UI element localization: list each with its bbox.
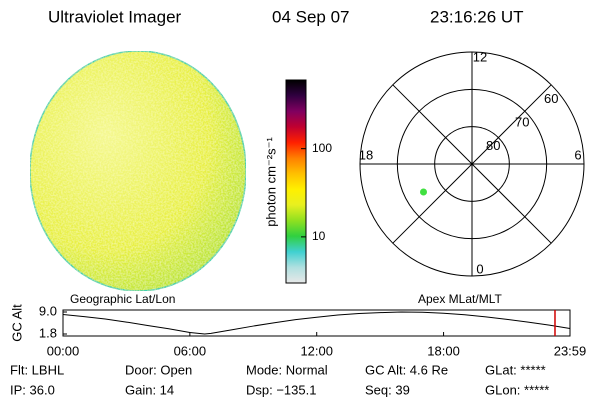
- spoke: [392, 163, 473, 244]
- mlt-label: 18: [359, 147, 373, 162]
- aurora-point: [420, 188, 428, 196]
- lat-label: 70: [515, 115, 529, 130]
- lat-circle: [359, 51, 585, 277]
- title: Ultraviolet Imager: [48, 7, 182, 26]
- status-field: Mode: Normal: [246, 362, 328, 377]
- y-axis-label: GC Alt: [9, 304, 24, 342]
- status-field: IP: 36.0: [10, 382, 55, 397]
- lat-label: 60: [544, 91, 558, 106]
- date: 04 Sep 07: [272, 7, 350, 26]
- y-tick-label: 1.8: [39, 325, 57, 340]
- x-tick-label: 12:00: [300, 343, 333, 358]
- apex-label: Apex MLat/MLT: [418, 292, 502, 306]
- status-field: Door: Open: [125, 362, 192, 377]
- y-tick-label: 9.0: [39, 303, 57, 318]
- lat-label: 80: [486, 138, 500, 153]
- status-field: GLat: *****: [485, 362, 546, 377]
- spoke: [471, 163, 552, 244]
- altitude-line: [62, 311, 571, 335]
- status-field: Flt: LBHL: [10, 362, 64, 377]
- footer: Flt: LBHL Door: Open Mode: Normal GC Alt: 4…: [10, 362, 549, 397]
- mlt-label: 12: [473, 49, 487, 64]
- x-tick-label: 06:00: [174, 343, 207, 358]
- status-field: Dsp: −135.1: [246, 382, 316, 397]
- uv-image: [29, 50, 247, 292]
- status-field: GLon: *****: [485, 382, 549, 397]
- status-field: Seq: 39: [365, 382, 410, 397]
- x-tick-label: 23:59: [554, 343, 587, 358]
- spoke: [392, 84, 473, 165]
- lat-circle: [434, 126, 510, 202]
- colorbar-label: photon cm⁻²s⁻¹: [263, 137, 278, 227]
- x-tick-label: 18:00: [427, 343, 460, 358]
- status-field: GC Alt: 4.6 Re: [365, 362, 448, 377]
- colorbar: [285, 79, 307, 284]
- colorbar-tick-label: 10: [312, 229, 326, 243]
- x-tick-label: 00:00: [47, 343, 80, 358]
- mlt-label: 6: [574, 147, 581, 162]
- spoke: [471, 84, 552, 165]
- time: 23:16:26 UT: [430, 7, 524, 26]
- lat-circle: [396, 88, 548, 240]
- status-field: Gain: 14: [125, 382, 174, 397]
- mlt-label: 0: [476, 261, 483, 276]
- colorbar-tick-label: 100: [312, 141, 332, 155]
- geo-label: Geographic Lat/Lon: [70, 292, 175, 306]
